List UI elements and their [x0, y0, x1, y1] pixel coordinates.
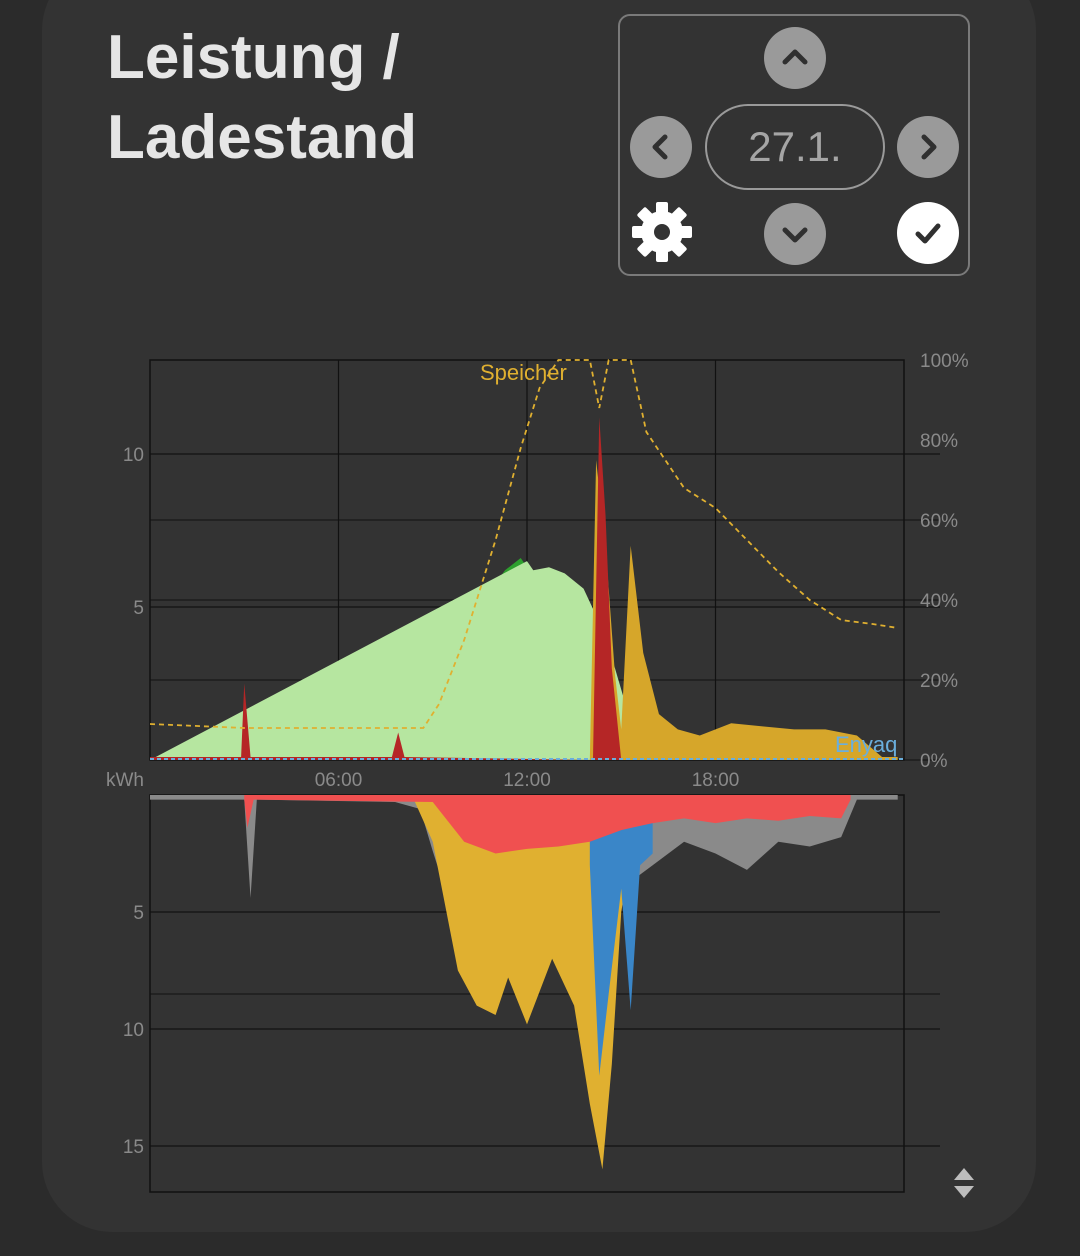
next-day-button[interactable] [897, 116, 959, 178]
date-navigation-panel [618, 14, 970, 276]
upper-y-tick-label: 5 [133, 598, 144, 619]
x-tick-label: 12:00 [503, 770, 551, 791]
upper-y2-tick-label: 100% [920, 351, 969, 372]
upper-area-series [150, 460, 898, 760]
upper-area-series [150, 561, 659, 760]
chevron-right-icon [921, 134, 937, 160]
lower-y-unit-label: kWh [106, 770, 144, 791]
sort-icon[interactable] [952, 1166, 976, 1200]
upper-y-tick-label: 10 [123, 445, 144, 466]
chevron-up-icon [782, 49, 808, 65]
lower-area-series [413, 795, 631, 1170]
lower-y-tick-label: 10 [123, 1020, 144, 1041]
next-month-button[interactable] [764, 27, 826, 89]
card-title-line-2: Ladestand [107, 103, 418, 172]
upper-y2-tick-label: 60% [920, 511, 958, 532]
lower-y-tick-label: 5 [133, 903, 144, 924]
confirm-button[interactable] [897, 202, 959, 264]
card-title: Leistung / Ladestand [107, 18, 417, 178]
gear-icon[interactable] [630, 200, 694, 264]
lower-y-tick-label: 15 [123, 1137, 144, 1158]
previous-day-button[interactable] [630, 116, 692, 178]
upper-y2-tick-label: 80% [920, 431, 958, 452]
enyaq-label: Enyaq [835, 732, 897, 757]
card-title-line-1: Leistung / [107, 23, 400, 92]
chevron-left-icon [652, 134, 668, 160]
upper-y2-tick-label: 40% [920, 591, 958, 612]
upper-y2-tick-label: 20% [920, 671, 958, 692]
upper-y2-tick-label: 0% [920, 751, 948, 772]
x-tick-label: 18:00 [692, 770, 740, 791]
date-display[interactable]: 27.1. [705, 104, 885, 190]
lower-area-series [244, 795, 851, 854]
lower-area-series [589, 795, 653, 1076]
x-tick-label: 06:00 [315, 770, 363, 791]
check-icon [915, 223, 941, 244]
speicher-label: Speicher [480, 360, 567, 385]
chevron-down-icon [782, 227, 808, 243]
speicher-line [149, 359, 898, 729]
previous-month-button[interactable] [764, 203, 826, 265]
